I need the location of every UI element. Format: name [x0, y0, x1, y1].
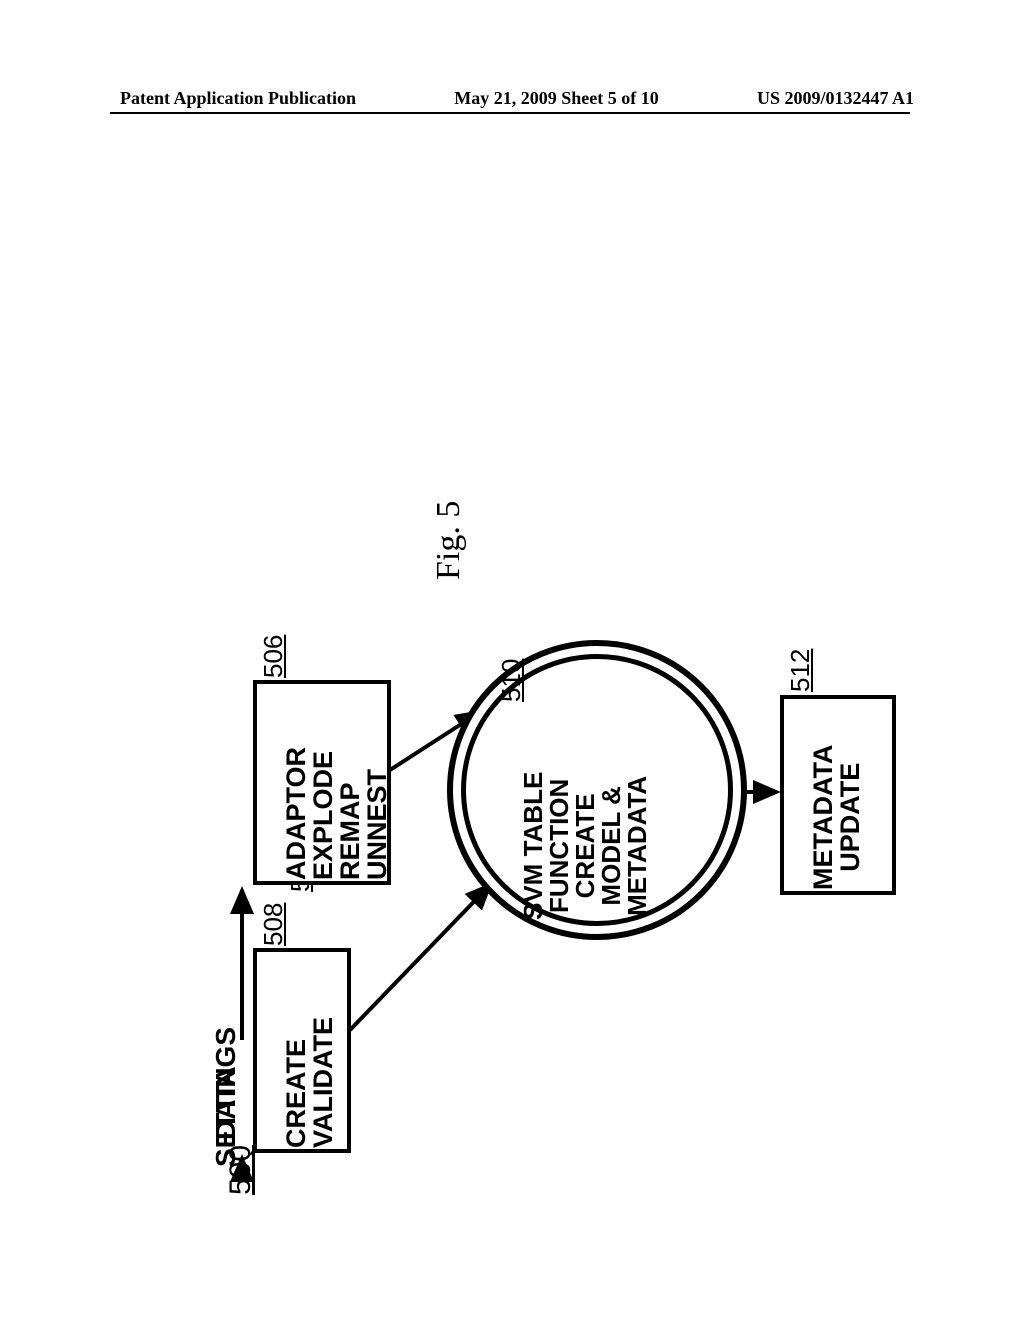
header-right: US 2009/0132447 A1 [757, 88, 914, 109]
node-adaptor-text: ADAPTOR EXPLODE REMAP UNNEST [283, 747, 391, 880]
node-create-validate-text: CREATE VALIDATE [283, 1017, 337, 1148]
ref-512: 512 [785, 649, 816, 692]
header-center: May 21, 2009 Sheet 5 of 10 [454, 88, 658, 109]
ref-510: 510 [496, 659, 527, 702]
page-header: Patent Application Publication May 21, 2… [0, 88, 1024, 109]
node-svm-text: SVM TABLE FUNCTION CREATE MODEL & METADA… [520, 772, 650, 920]
arrow-create-validate-to-svm [350, 885, 490, 1030]
header-left: Patent Application Publication [120, 88, 356, 109]
ref-508: 508 [258, 903, 289, 946]
node-metadata-update-text: METADATA UPDATE [810, 745, 864, 890]
figure-ref: 500 [224, 1145, 258, 1195]
diagram-500: Fig. 5 DATA 502 SETTINGS 504 ADAPTOR EXP… [100, 150, 920, 1200]
ref-506: 506 [258, 635, 289, 678]
figure-label: Fig. 5 [430, 580, 509, 618]
header-rule [110, 112, 910, 114]
